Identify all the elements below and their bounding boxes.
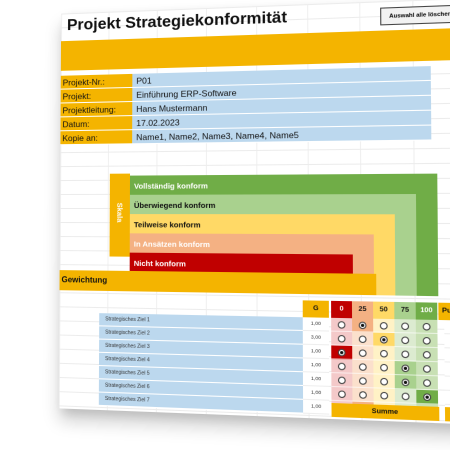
total-points: 450: [445, 407, 450, 422]
radio-button[interactable]: [402, 392, 410, 400]
weight-column-header: G: [303, 300, 329, 317]
scale-band-label: Teilweise konform: [134, 220, 201, 229]
rating-cell[interactable]: [416, 362, 438, 377]
rating-cell[interactable]: [416, 334, 438, 349]
radio-button[interactable]: [338, 334, 346, 342]
radio-button[interactable]: [401, 336, 409, 344]
rating-cell[interactable]: [395, 375, 417, 390]
rating-cell[interactable]: [331, 332, 352, 346]
goal-weight[interactable]: 1,00: [303, 400, 329, 415]
radio-button[interactable]: [423, 379, 431, 387]
goal-weight[interactable]: 1,00: [303, 386, 329, 401]
radio-button[interactable]: [359, 335, 367, 343]
radio-button[interactable]: [380, 377, 388, 385]
goal-points: 100: [445, 391, 450, 406]
radio-button[interactable]: [401, 350, 409, 358]
radio-button[interactable]: [380, 335, 388, 343]
rating-cell[interactable]: [416, 320, 438, 335]
rating-cell[interactable]: [331, 345, 352, 359]
radio-button[interactable]: [423, 336, 431, 344]
radio-button[interactable]: [338, 321, 346, 329]
rating-cell[interactable]: [331, 387, 352, 402]
radio-button[interactable]: [423, 365, 431, 373]
goal-weight[interactable]: 3,00: [303, 331, 329, 345]
radio-button[interactable]: [380, 363, 388, 371]
score-column-header: 0: [331, 301, 352, 318]
goal-points: 75: [445, 377, 450, 392]
sum-label: Summe: [331, 403, 439, 421]
radio-button[interactable]: [423, 322, 431, 330]
goal-points: 75: [445, 362, 450, 377]
radio-button[interactable]: [338, 376, 346, 384]
radio-button[interactable]: [401, 364, 409, 372]
rating-cell[interactable]: [352, 360, 373, 375]
rating-cell[interactable]: [352, 318, 373, 332]
goal-weight[interactable]: 1,00: [303, 317, 329, 331]
radio-button[interactable]: [359, 321, 367, 329]
info-label: Kopie an:: [60, 130, 132, 145]
radio-button[interactable]: [380, 321, 388, 329]
rating-cell[interactable]: [416, 390, 438, 405]
radio-button[interactable]: [402, 378, 410, 386]
rating-cell[interactable]: [394, 319, 416, 333]
page-title: Projekt Strategiekonformität: [67, 9, 287, 35]
rating-cell[interactable]: [394, 333, 416, 348]
clear-selection-button[interactable]: Auswahl alle löschen: [380, 5, 450, 26]
score-column-header: 25: [352, 301, 373, 318]
rating-cell[interactable]: [395, 361, 417, 376]
scale-band-label: Überwiegend konform: [134, 201, 216, 210]
radio-button[interactable]: [380, 391, 388, 399]
rating-cell[interactable]: [416, 348, 438, 363]
radio-button[interactable]: [359, 391, 367, 399]
scale-band-label: Nicht konform: [134, 259, 186, 269]
rating-cell[interactable]: [352, 346, 373, 360]
rating-cell[interactable]: [373, 360, 394, 375]
rating-cell[interactable]: [352, 388, 373, 403]
info-label: Projekt:: [61, 88, 133, 104]
radio-button[interactable]: [338, 348, 346, 356]
rating-cell[interactable]: [373, 346, 394, 361]
rating-cell[interactable]: [373, 319, 394, 333]
rating-cell[interactable]: [374, 388, 395, 403]
scale-band-label: Vollständig konform: [134, 181, 208, 191]
title-bar: [61, 28, 450, 71]
radio-button[interactable]: [380, 349, 388, 357]
goal-points: 0: [444, 348, 450, 363]
radio-button[interactable]: [359, 349, 367, 357]
radio-button[interactable]: [423, 393, 431, 401]
scale-label: Skala: [115, 202, 124, 222]
rating-cell[interactable]: [352, 374, 373, 389]
rating-cell[interactable]: [395, 347, 417, 362]
rating-cell[interactable]: [331, 318, 352, 332]
score-column-header: 75: [394, 302, 416, 320]
rating-cell[interactable]: [416, 376, 438, 391]
score-column-header: 50: [373, 302, 394, 320]
rating-cell[interactable]: [395, 389, 417, 404]
scale-band-label: In Ansätzen konform: [134, 239, 210, 249]
rating-cell[interactable]: [373, 333, 394, 347]
radio-button[interactable]: [359, 363, 367, 371]
score-column-header: 100: [416, 302, 438, 320]
radio-button[interactable]: [423, 350, 431, 358]
goal-weight[interactable]: 1,00: [303, 358, 329, 373]
info-label: Datum:: [60, 116, 132, 131]
rating-cell[interactable]: [352, 332, 373, 346]
rating-cell[interactable]: [373, 374, 394, 389]
rating-cell[interactable]: [331, 359, 352, 373]
radio-button[interactable]: [359, 377, 367, 385]
points-column-header: Punkte: [438, 303, 450, 321]
info-label: Projektleitung:: [61, 102, 133, 117]
rating-cell[interactable]: [331, 373, 352, 388]
goal-points: 150: [444, 334, 450, 349]
goal-points: 25: [444, 320, 450, 335]
project-info-table: Projekt-Nr.: P01 Projekt: Einführung ERP-So…: [60, 66, 431, 145]
goal-weight[interactable]: 1,00: [303, 345, 329, 359]
radio-button[interactable]: [401, 322, 409, 330]
weighting-label: Gewichtung: [62, 275, 108, 285]
goal-weight[interactable]: 1,00: [303, 372, 329, 387]
radio-button[interactable]: [338, 390, 346, 398]
radio-button[interactable]: [338, 362, 346, 370]
spreadsheet-sheet: Projekt Strategiekonformität Auswahl all…: [59, 0, 450, 424]
